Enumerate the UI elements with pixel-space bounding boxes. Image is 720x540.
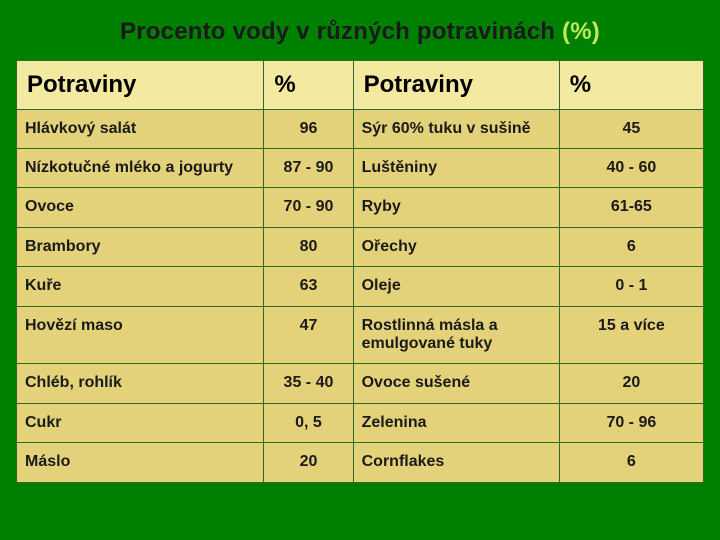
pct-cell: 15 a více bbox=[559, 306, 703, 364]
slide-title: Procento vody v různých potravinách (%) bbox=[16, 18, 704, 46]
table-row: Brambory80Ořechy6 bbox=[17, 227, 704, 266]
pct-cell: 40 - 60 bbox=[559, 148, 703, 187]
pct-cell: 35 - 40 bbox=[264, 364, 353, 403]
pct-cell: 70 - 96 bbox=[559, 403, 703, 442]
table-row: Máslo20Cornflakes6 bbox=[17, 443, 704, 482]
food-cell: Hovězí maso bbox=[17, 306, 264, 364]
food-cell: Ryby bbox=[353, 188, 559, 227]
food-cell: Brambory bbox=[17, 227, 264, 266]
table-row: Chléb, rohlík35 - 40Ovoce sušené20 bbox=[17, 364, 704, 403]
table-row: Hovězí maso47Rostlinná másla a emulgovan… bbox=[17, 306, 704, 364]
col-header-pct2: % bbox=[559, 61, 703, 110]
food-cell: Cornflakes bbox=[353, 443, 559, 482]
title-main: Procento vody v různých potravinách bbox=[120, 18, 562, 45]
food-cell: Kuře bbox=[17, 267, 264, 306]
pct-cell: 80 bbox=[264, 227, 353, 266]
food-cell: Zelenina bbox=[353, 403, 559, 442]
pct-cell: 61-65 bbox=[559, 188, 703, 227]
title-accent: (%) bbox=[562, 18, 600, 45]
pct-cell: 96 bbox=[264, 109, 353, 148]
food-cell: Cukr bbox=[17, 403, 264, 442]
pct-cell: 87 - 90 bbox=[264, 148, 353, 187]
pct-cell: 63 bbox=[264, 267, 353, 306]
food-cell: Luštěniny bbox=[353, 148, 559, 187]
pct-cell: 47 bbox=[264, 306, 353, 364]
table-row: Nízkotučné mléko a jogurty87 - 90Luštěni… bbox=[17, 148, 704, 187]
col-header-pct1: % bbox=[264, 61, 353, 110]
pct-cell: 70 - 90 bbox=[264, 188, 353, 227]
pct-cell: 6 bbox=[559, 227, 703, 266]
food-cell: Máslo bbox=[17, 443, 264, 482]
food-cell: Sýr 60% tuku v sušině bbox=[353, 109, 559, 148]
pct-cell: 20 bbox=[264, 443, 353, 482]
col-header-food2: Potraviny bbox=[353, 61, 559, 110]
food-cell: Oleje bbox=[353, 267, 559, 306]
pct-cell: 6 bbox=[559, 443, 703, 482]
food-cell: Ořechy bbox=[353, 227, 559, 266]
table-row: Hlávkový salát96Sýr 60% tuku v sušině45 bbox=[17, 109, 704, 148]
pct-cell: 20 bbox=[559, 364, 703, 403]
pct-cell: 0 - 1 bbox=[559, 267, 703, 306]
table-row: Kuře63Oleje0 - 1 bbox=[17, 267, 704, 306]
table-row: Ovoce70 - 90Ryby61-65 bbox=[17, 188, 704, 227]
table-header-row: Potraviny % Potraviny % bbox=[17, 61, 704, 110]
food-cell: Ovoce bbox=[17, 188, 264, 227]
food-cell: Chléb, rohlík bbox=[17, 364, 264, 403]
food-cell: Ovoce sušené bbox=[353, 364, 559, 403]
pct-cell: 45 bbox=[559, 109, 703, 148]
water-content-table: Potraviny % Potraviny % Hlávkový salát96… bbox=[16, 60, 704, 483]
pct-cell: 0, 5 bbox=[264, 403, 353, 442]
food-cell: Hlávkový salát bbox=[17, 109, 264, 148]
table-row: Cukr0, 5Zelenina70 - 96 bbox=[17, 403, 704, 442]
food-cell: Rostlinná másla a emulgované tuky bbox=[353, 306, 559, 364]
col-header-food1: Potraviny bbox=[17, 61, 264, 110]
food-cell: Nízkotučné mléko a jogurty bbox=[17, 148, 264, 187]
